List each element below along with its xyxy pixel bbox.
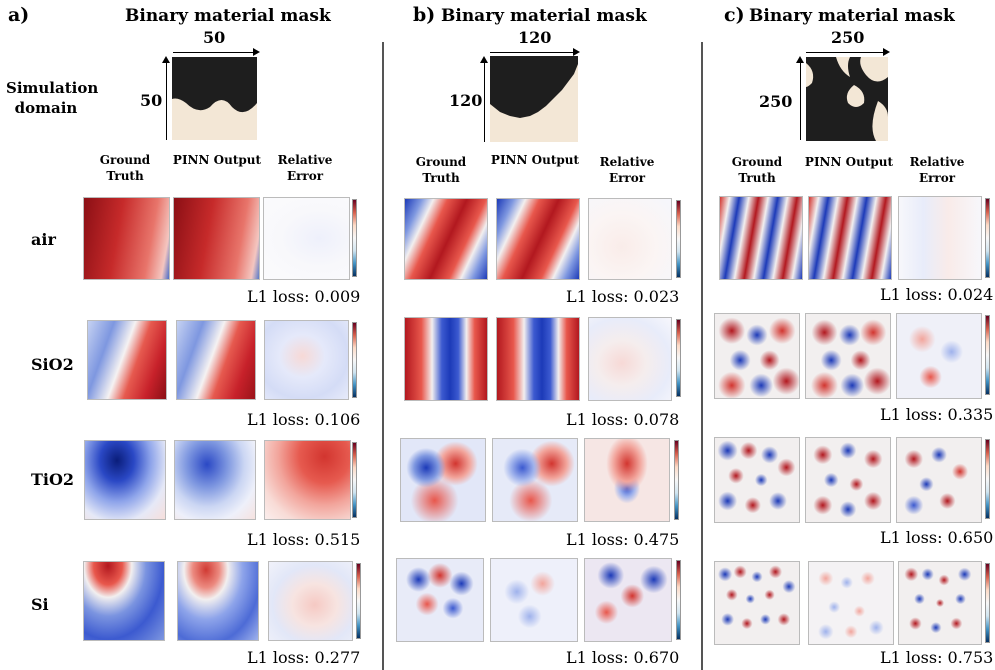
panel-b-height-arrow xyxy=(480,56,488,142)
panel-c-tio2-pinn-output xyxy=(805,437,891,523)
panel-a-sio2-relative-error xyxy=(264,320,349,400)
row-label-air: air xyxy=(31,230,56,249)
panel-b-col-relative-error: Relative Error xyxy=(599,155,655,185)
panel-b-tio2-colorbar xyxy=(674,440,679,520)
divider-left xyxy=(382,42,384,670)
panel-c-tio2-colorbar xyxy=(985,439,990,519)
row-label-sio2: SiO2 xyxy=(31,355,74,374)
panel-a-width-arrow xyxy=(173,48,260,56)
panel-b-air-pinn-output xyxy=(496,198,580,280)
panel-b-air-relative-error xyxy=(588,198,672,280)
panel-b-si-colorbar xyxy=(676,560,681,640)
panel-c-height-arrow xyxy=(796,56,804,140)
panel-c-mask-image xyxy=(806,57,888,141)
panel-b-col-pinn-output: PINN Output xyxy=(490,153,580,167)
panel-a-air-loss: L1 loss: 0.009 xyxy=(247,287,361,306)
panel-b-air-ground-truth xyxy=(404,198,488,280)
panel-c-mask-title: Binary material mask xyxy=(749,6,955,26)
panel-b-sio2-relative-error xyxy=(588,317,672,401)
panel-a-si-ground-truth xyxy=(83,561,165,641)
panel-a-tio2-relative-error xyxy=(264,440,351,520)
panel-c-air-ground-truth xyxy=(719,196,803,280)
panel-c-sio2-relative-error xyxy=(896,313,982,399)
panel-b-tio2-loss: L1 loss: 0.475 xyxy=(566,530,680,549)
panel-c-letter: c) xyxy=(724,4,745,26)
panel-a-letter: a) xyxy=(8,4,30,26)
panel-a-col-ground-truth: Ground Truth xyxy=(99,153,151,183)
panel-b-mask-image xyxy=(490,56,578,142)
simulation-domain-line1: Simulation xyxy=(6,79,99,97)
panel-a-tio2-loss: L1 loss: 0.515 xyxy=(247,530,361,549)
panel-a-mask-image xyxy=(172,57,257,140)
panel-a-air-pinn-output xyxy=(173,197,260,280)
panel-c-tio2-ground-truth xyxy=(714,437,800,523)
panel-b-width-arrow xyxy=(490,48,580,56)
panel-a-height-label: 50 xyxy=(140,91,163,110)
panel-a-si-colorbar xyxy=(356,563,361,639)
panel-c-width-label: 250 xyxy=(831,28,865,47)
panel-a-tio2-colorbar xyxy=(352,442,357,518)
panel-a-tio2-pinn-output xyxy=(174,440,256,520)
panel-c-sio2-pinn-output xyxy=(805,313,891,399)
panel-a-height-arrow xyxy=(162,56,170,140)
panel-a-air-colorbar xyxy=(352,199,357,277)
panel-c-sio2-loss: L1 loss: 0.335 xyxy=(880,405,994,424)
panel-a-sio2-colorbar xyxy=(352,322,357,398)
panel-c-col-ground-truth: Ground Truth xyxy=(731,155,783,185)
panel-a-si-relative-error xyxy=(268,561,353,641)
panel-b-si-loss: L1 loss: 0.670 xyxy=(566,648,680,667)
divider-right xyxy=(701,42,703,670)
panel-b-sio2-loss: L1 loss: 0.078 xyxy=(566,410,680,429)
panel-b-height-label: 120 xyxy=(449,91,483,110)
panel-c-tio2-relative-error xyxy=(896,437,982,523)
panel-c-si-colorbar xyxy=(985,563,990,643)
panel-c-si-loss: L1 loss: 0.753 xyxy=(880,648,994,667)
panel-b-si-ground-truth xyxy=(396,558,484,642)
panel-c-col-relative-error: Relative Error xyxy=(909,155,965,185)
panel-c-si-pinn-output xyxy=(808,561,894,645)
panel-a-sio2-ground-truth xyxy=(87,320,167,400)
panel-a-sio2-pinn-output xyxy=(176,320,256,400)
panel-b-letter: b) xyxy=(413,4,436,26)
panel-a-si-pinn-output xyxy=(177,561,259,641)
panel-b-air-loss: L1 loss: 0.023 xyxy=(566,287,680,306)
panel-a-mask-title: Binary material mask xyxy=(125,6,331,26)
panel-a-si-loss: L1 loss: 0.277 xyxy=(247,648,361,667)
panel-c-height-label: 250 xyxy=(759,92,793,111)
panel-b-sio2-ground-truth xyxy=(404,317,488,401)
panel-b-si-pinn-output xyxy=(490,558,578,642)
row-label-si: Si xyxy=(31,595,49,614)
panel-c-air-colorbar xyxy=(985,198,990,278)
panel-b-tio2-relative-error xyxy=(584,438,670,522)
panel-a-air-relative-error xyxy=(263,197,350,280)
panel-b-sio2-pinn-output xyxy=(496,317,580,401)
panel-c-tio2-loss: L1 loss: 0.650 xyxy=(880,528,994,547)
panel-c-sio2-ground-truth xyxy=(714,313,800,399)
panel-a-sio2-loss: L1 loss: 0.106 xyxy=(247,410,361,429)
simulation-domain-line2: domain xyxy=(14,99,78,117)
panel-b-tio2-pinn-output xyxy=(492,438,578,522)
panel-c-col-pinn-output: PINN Output xyxy=(804,155,894,169)
panel-b-si-relative-error xyxy=(584,558,672,642)
panel-c-air-loss: L1 loss: 0.024 xyxy=(880,285,994,304)
row-label-tio2: TiO2 xyxy=(31,470,75,489)
panel-c-air-pinn-output xyxy=(808,196,892,280)
panel-a-tio2-ground-truth xyxy=(84,440,166,520)
panel-c-si-ground-truth xyxy=(714,561,800,645)
panel-b-mask-title: Binary material mask xyxy=(441,6,647,26)
panel-c-air-relative-error xyxy=(898,196,982,280)
panel-a-col-relative-error: Relative Error xyxy=(277,153,333,183)
panel-c-sio2-colorbar xyxy=(985,315,990,395)
panel-b-col-ground-truth: Ground Truth xyxy=(415,155,467,185)
panel-a-width-label: 50 xyxy=(203,28,226,47)
panel-a-air-ground-truth xyxy=(83,197,170,280)
panel-b-width-label: 120 xyxy=(518,28,552,47)
panel-c-width-arrow xyxy=(806,48,890,56)
panel-b-air-colorbar xyxy=(676,200,681,278)
panel-b-tio2-ground-truth xyxy=(400,438,486,522)
panel-b-sio2-colorbar xyxy=(676,319,681,397)
simulation-domain-label: Simulation domain xyxy=(6,78,99,118)
panel-a-col-pinn-output: PINN Output xyxy=(172,153,262,167)
panel-c-si-relative-error xyxy=(898,561,982,645)
